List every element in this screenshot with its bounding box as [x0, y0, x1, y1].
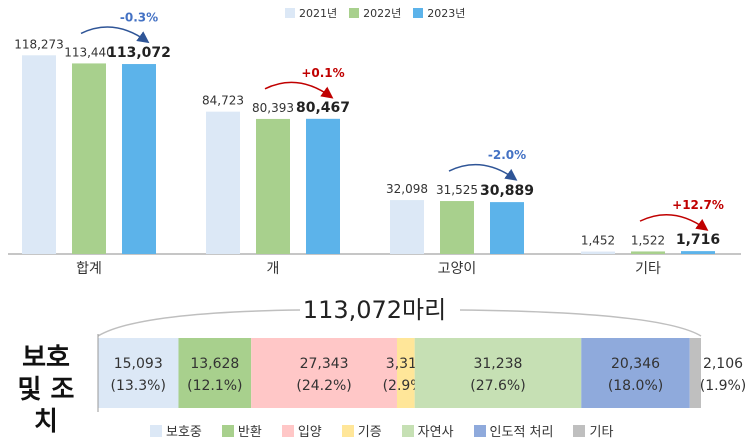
change-percent-label: -2.0%: [488, 148, 526, 162]
legend-label: 2022년: [363, 7, 402, 20]
legend-swatch: [285, 8, 295, 18]
stacked-segment: [396, 338, 415, 408]
legend-label: 기증: [357, 425, 382, 440]
legend-item-protecting: 보호중: [150, 421, 202, 440]
category-tick-label: 고양이: [438, 261, 477, 277]
stacked-segment: [414, 338, 582, 408]
legend-item-euthanasia: 인도적 처리: [473, 421, 554, 440]
bar-value-label: 113,440: [64, 45, 114, 59]
stacked-segment: [689, 338, 701, 408]
legend-label: 자연사: [417, 425, 454, 440]
category-tick-label: 기타: [635, 261, 661, 277]
change-arrow: [264, 81, 334, 99]
stacked-total-title: 113,072마리: [302, 296, 447, 324]
stacked-category-label: 보호 및 조치: [17, 343, 75, 437]
legend-label: 2023년: [427, 7, 466, 20]
stacked-legend: 보호중 반환 입양 기증 자연사 인도적 처리 기타: [150, 421, 613, 440]
legend-item-other: 기타: [573, 421, 613, 440]
legend-swatch: [221, 424, 234, 437]
segment-percent-label: (12.1%): [187, 378, 242, 394]
legend-swatch: [401, 424, 414, 437]
legend-label: 보호중: [166, 425, 202, 440]
legend-swatch: [413, 8, 424, 18]
legend-label: 2021년: [299, 7, 338, 20]
segment-value-label: 2,106: [703, 356, 743, 372]
stacked-segment: [98, 338, 179, 408]
bar-value-label: 80,467: [296, 100, 350, 116]
change-arrow: [639, 214, 709, 231]
bracket-right: [459, 309, 702, 337]
category-tick-label: 합계: [76, 261, 102, 277]
bar: [72, 63, 106, 254]
change-percent-label: -0.3%: [120, 10, 158, 24]
segment-percent-label: (24.2%): [296, 378, 351, 394]
segment-percent-label: (18.0%): [608, 378, 663, 394]
segment-percent-label: (27.6%): [470, 378, 525, 394]
legend-swatch: [473, 424, 486, 437]
segment-value-label: 27,343: [300, 356, 349, 372]
legend-swatch: [281, 424, 294, 437]
bar: [390, 200, 424, 254]
bar-value-label: 84,723: [202, 94, 244, 108]
bar: [681, 251, 715, 254]
legend-swatch: [573, 424, 586, 437]
change-percent-label: +0.1%: [301, 66, 344, 80]
bar-value-label: 1,716: [676, 232, 720, 248]
segment-percent-label: (1.9%): [700, 378, 747, 394]
bar: [490, 202, 524, 254]
stacked-segment: [251, 338, 397, 408]
segment-value-label: 20,346: [611, 356, 660, 372]
change-arrow: [80, 26, 150, 44]
bar: [306, 118, 340, 255]
segment-value-label: 13,628: [190, 356, 239, 372]
segment-value-label: 31,238: [473, 356, 522, 372]
segment-value-label: 15,093: [114, 356, 163, 372]
bar-value-label: 113,072: [107, 45, 171, 61]
bar: [256, 118, 290, 254]
bar: [22, 55, 56, 254]
bar-value-label: 30,889: [480, 183, 534, 199]
bar-legend: 2021년 2022년 2023년: [285, 5, 465, 21]
legend-item-adopted: 입양: [281, 421, 322, 440]
legend-item-2023: 2023년: [413, 5, 465, 21]
bar: [206, 111, 240, 254]
bar-value-label: 118,273: [14, 37, 64, 51]
legend-item-2021: 2021년: [285, 5, 337, 21]
legend-swatch: [150, 424, 162, 437]
bar: [631, 251, 665, 254]
bar-value-label: 1,522: [631, 233, 665, 247]
legend-label: 기타: [589, 425, 614, 440]
legend-swatch: [349, 8, 360, 18]
change-arrow: [448, 163, 518, 181]
stacked-segment: [178, 338, 252, 408]
legend-swatch: [341, 424, 354, 437]
legend-item-donated: 기증: [341, 421, 382, 440]
bar: [440, 201, 474, 254]
legend-item-natural-death: 자연사: [401, 421, 454, 440]
legend-item-returned: 반환: [221, 421, 262, 440]
bar-value-label: 80,393: [252, 101, 294, 115]
bracket-left: [97, 309, 301, 337]
legend-label: 입양: [297, 425, 322, 440]
bar: [122, 64, 156, 255]
bar: [581, 251, 615, 254]
bar-value-label: 1,452: [581, 234, 615, 248]
category-tick-label: 개: [267, 261, 280, 277]
change-percent-label: +12.7%: [672, 198, 724, 212]
stacked-segment: [581, 338, 690, 408]
legend-label: 반환: [237, 425, 262, 440]
bar-value-label: 31,525: [436, 183, 478, 197]
legend-label: 인도적 처리: [489, 425, 554, 440]
segment-percent-label: (13.3%): [111, 378, 166, 394]
legend-item-2022: 2022년: [349, 5, 401, 21]
bar-value-label: 32,098: [386, 182, 428, 196]
